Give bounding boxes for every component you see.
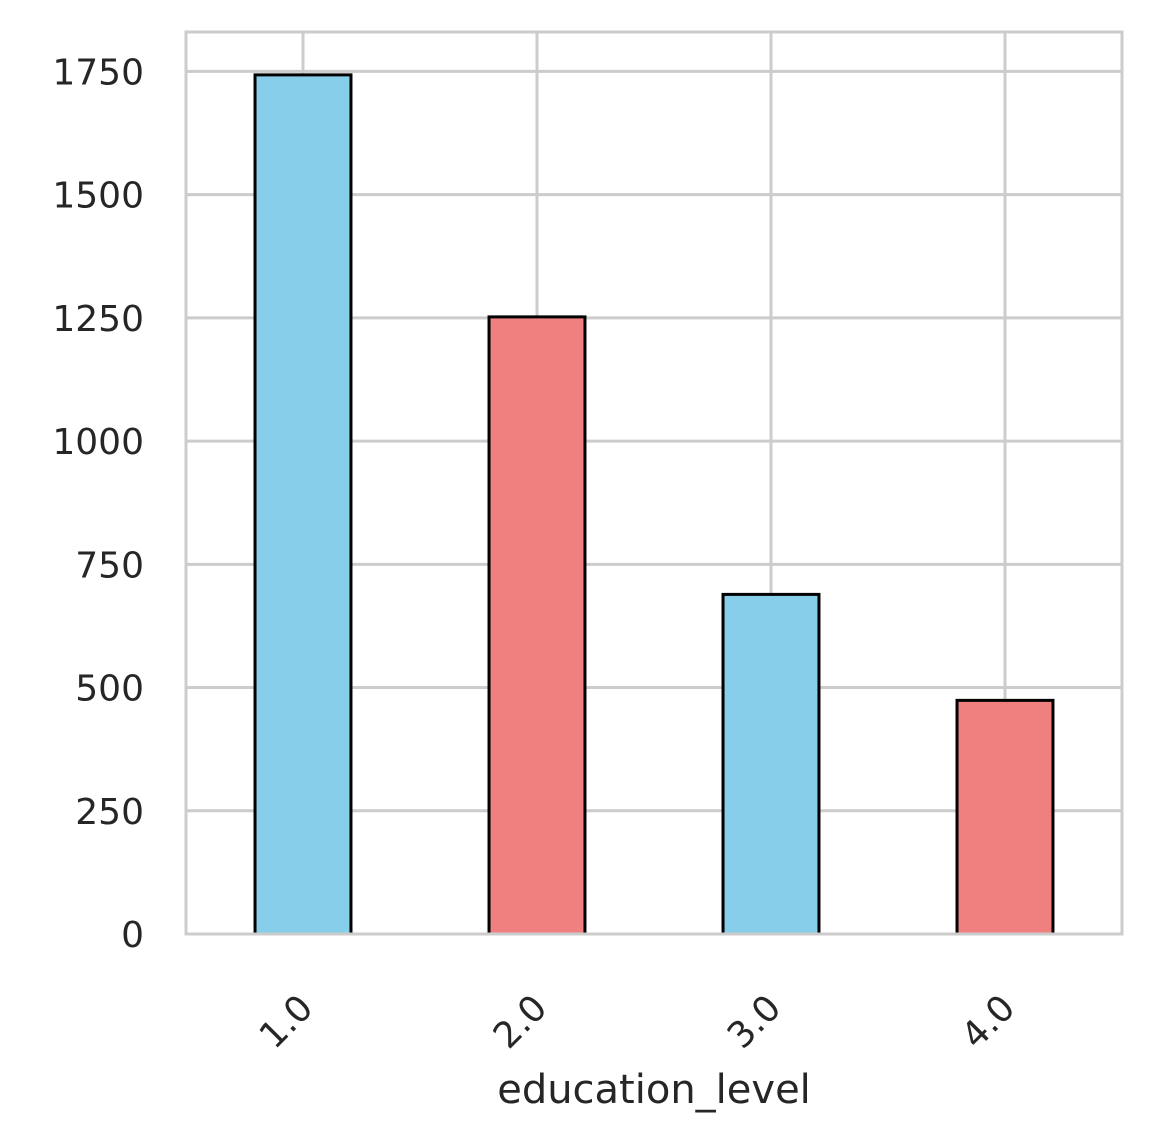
x-tick-label: 1.0 (252, 987, 321, 1056)
y-tick-label: 1250 (52, 299, 144, 340)
y-tick-labels: 0 250 500 750 1000 1250 1500 1750 (52, 52, 144, 956)
y-tick-label: 750 (75, 545, 144, 586)
x-tick-labels: 1.0 2.0 3.0 4.0 (252, 987, 1023, 1056)
bar-1.0 (253, 73, 353, 936)
bar-2.0 (487, 315, 587, 936)
y-tick-label: 1000 (52, 422, 144, 463)
plot-frame (184, 30, 1124, 936)
bar-4.0 (955, 698, 1055, 936)
bar-3.0 (721, 592, 821, 936)
y-tick-label: 0 (121, 915, 144, 956)
y-tick-label: 1500 (52, 176, 144, 217)
bars (253, 73, 1055, 936)
x-axis-title: education_level (497, 1067, 811, 1113)
y-tick-label: 1750 (52, 52, 144, 93)
x-tick-label: 3.0 (720, 987, 789, 1056)
y-tick-label: 250 (75, 792, 144, 833)
x-tick-label: 2.0 (486, 987, 555, 1056)
y-tick-label: 500 (75, 669, 144, 710)
x-tick-label: 4.0 (954, 987, 1023, 1056)
